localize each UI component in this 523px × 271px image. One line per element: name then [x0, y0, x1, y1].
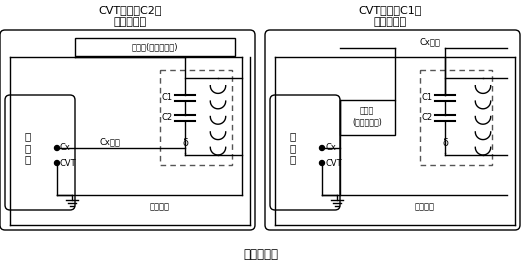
Circle shape — [54, 160, 60, 166]
Circle shape — [54, 146, 60, 150]
Text: CVT（测量C1）: CVT（测量C1） — [358, 5, 422, 15]
Text: 高压线: 高压线 — [360, 107, 374, 115]
Text: (屏蔽和芯线): (屏蔽和芯线) — [352, 118, 382, 127]
Text: C2: C2 — [162, 114, 173, 122]
Circle shape — [320, 146, 324, 150]
Text: Cx芯线: Cx芯线 — [419, 37, 440, 47]
Text: 测
试
仪: 测 试 仪 — [25, 131, 31, 164]
Text: 测
试
仪: 测 试 仪 — [290, 131, 296, 164]
Text: 测量接地: 测量接地 — [415, 202, 435, 211]
FancyBboxPatch shape — [270, 95, 340, 210]
Text: 实际接线图: 实际接线图 — [244, 249, 279, 262]
FancyBboxPatch shape — [0, 30, 255, 230]
Text: 接线示意图: 接线示意图 — [113, 17, 146, 27]
Text: Cx: Cx — [325, 144, 336, 153]
Text: C1: C1 — [422, 93, 433, 102]
Bar — [340, 100, 395, 135]
Text: δ: δ — [182, 138, 188, 148]
FancyBboxPatch shape — [265, 30, 520, 230]
Text: 接线示意图: 接线示意图 — [373, 17, 406, 27]
Text: C2: C2 — [422, 114, 433, 122]
Bar — [75, 38, 235, 56]
Text: 高压线(屏蔽和芯线): 高压线(屏蔽和芯线) — [132, 43, 178, 51]
FancyBboxPatch shape — [5, 95, 75, 210]
Circle shape — [320, 160, 324, 166]
Text: CVT: CVT — [325, 159, 342, 167]
Text: CVT（测量C2）: CVT（测量C2） — [98, 5, 162, 15]
Text: 测量接地: 测量接地 — [150, 202, 170, 211]
Text: Cx芯线: Cx芯线 — [99, 137, 120, 147]
Text: CVT: CVT — [60, 159, 77, 167]
Text: C1: C1 — [162, 93, 173, 102]
Text: Cx: Cx — [60, 144, 71, 153]
Text: δ: δ — [442, 138, 448, 148]
Bar — [420, 70, 492, 165]
Bar — [160, 70, 232, 165]
